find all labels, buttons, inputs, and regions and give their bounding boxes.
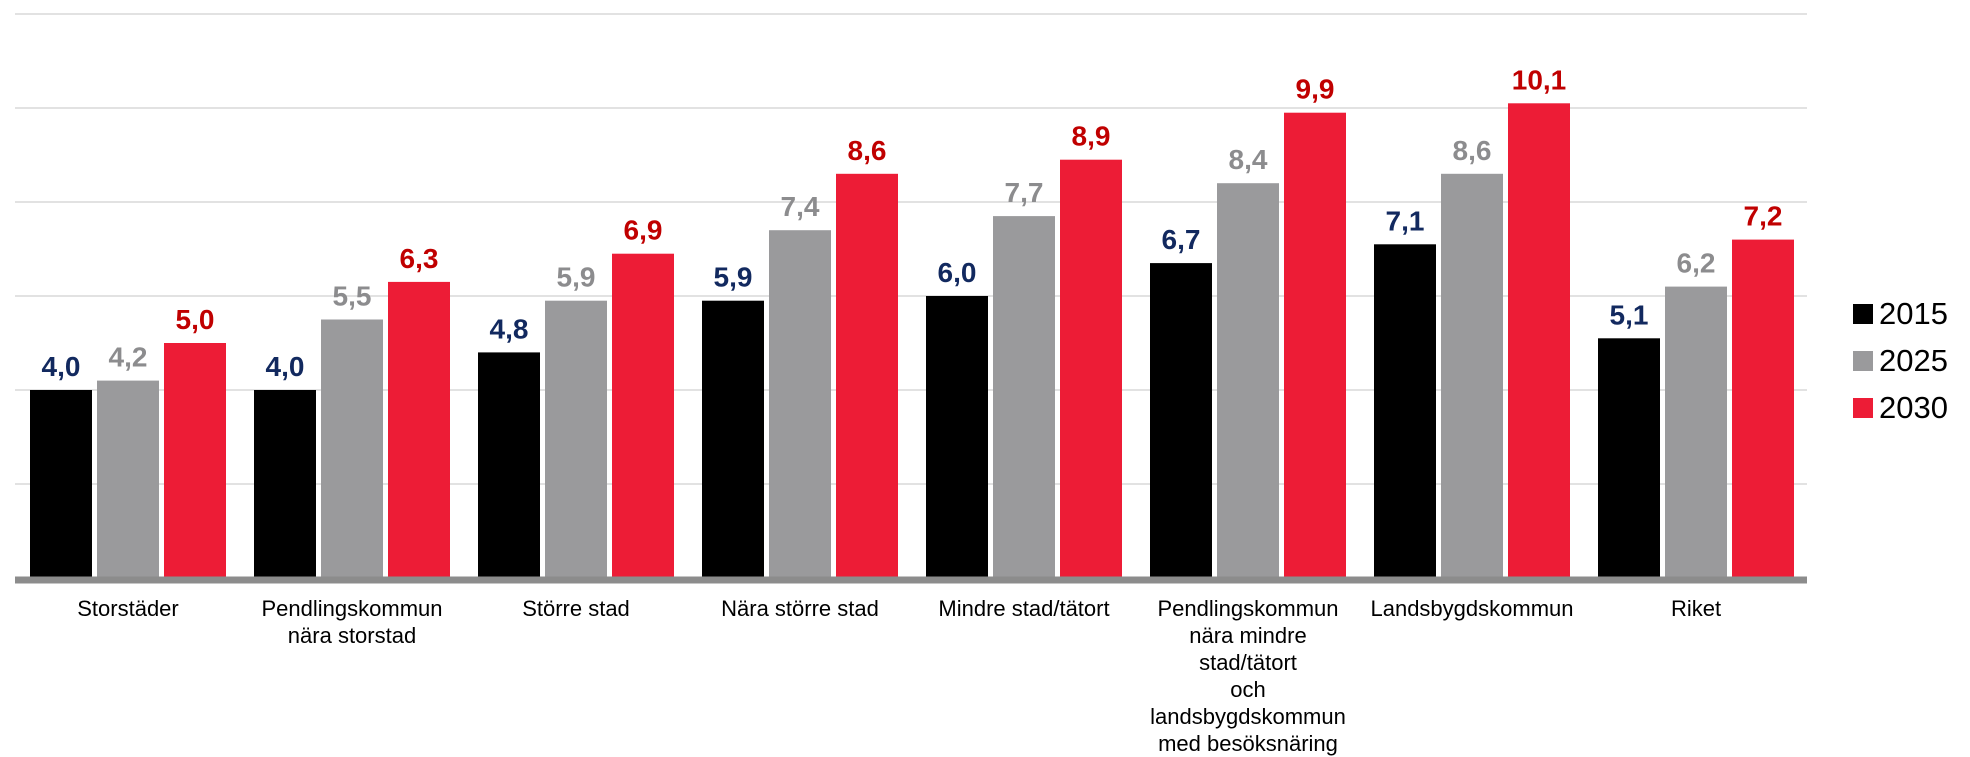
legend: 2015 2025 2030 — [1853, 290, 1948, 431]
bar-2025 — [545, 300, 607, 578]
category-label-line: nära mindre — [1189, 623, 1306, 648]
category-label: Pendlingskommun nära mindre stad/tätort och… — [1150, 596, 1346, 756]
data-label-2030: 8,6 — [848, 135, 887, 166]
category-label-line: Större stad — [522, 596, 630, 621]
bar-2015 — [1150, 263, 1212, 578]
data-label-2030: 6,9 — [624, 215, 663, 246]
category-label-line: Storstäder — [77, 596, 179, 621]
category-label: Riket — [1671, 596, 1721, 621]
category-label: Storstäder — [77, 596, 179, 621]
bar-2025 — [993, 216, 1055, 578]
data-label-2030: 5,0 — [176, 304, 215, 335]
data-label-2015: 6,7 — [1162, 224, 1201, 255]
bar-2025 — [1441, 173, 1503, 579]
bar-2030 — [1508, 103, 1570, 579]
data-label-2025: 7,7 — [1005, 177, 1044, 208]
bar-2025 — [1217, 183, 1279, 578]
category-label: Pendlingskommun nära storstad — [262, 596, 443, 648]
bars — [30, 103, 1794, 579]
category-label: Landsbygdskommun — [1370, 596, 1573, 621]
data-label-2030: 8,9 — [1072, 121, 1111, 152]
data-label-2015: 4,8 — [490, 313, 529, 344]
data-label-2030: 10,1 — [1512, 64, 1567, 95]
bar-2015 — [254, 390, 316, 578]
data-label-2025: 8,4 — [1229, 144, 1268, 175]
category-label-line: med besöksnäring — [1158, 731, 1338, 756]
data-labels: 4,0 4,2 5,0 4,0 5,5 6,3 4,8 5,9 6,9 5,9 7,4 8,6 6,0 7… — [42, 64, 1783, 382]
data-label-2025: 4,2 — [109, 342, 148, 373]
bar-2030 — [612, 253, 674, 578]
bar-2015 — [926, 296, 988, 578]
legend-swatch-2025 — [1853, 350, 1873, 371]
bar-2030 — [836, 173, 898, 579]
legend-label-2025: 2025 — [1879, 342, 1948, 378]
category-label: Större stad — [522, 596, 630, 621]
bar-2015 — [1598, 338, 1660, 578]
data-label-2030: 6,3 — [400, 243, 439, 274]
legend-label-2030: 2030 — [1879, 389, 1948, 425]
bar-2015 — [478, 352, 540, 578]
category-labels: Storstäder Pendlingskommun nära storstadSt… — [77, 596, 1721, 756]
bar-2030 — [388, 281, 450, 578]
bar-2025 — [769, 230, 831, 578]
category-label-line: landsbygdskommun — [1150, 704, 1346, 729]
data-label-2015: 7,1 — [1386, 205, 1425, 236]
bar-2030 — [1060, 159, 1122, 578]
legend-label-2015: 2015 — [1879, 295, 1948, 331]
bar-2015 — [1374, 244, 1436, 579]
data-label-2015: 4,0 — [266, 351, 305, 382]
data-label-2025: 5,9 — [557, 262, 596, 293]
legend-item-2025: 2025 — [1853, 337, 1948, 384]
category-label-line: Riket — [1671, 596, 1721, 621]
category-label-line: stad/tätort — [1199, 650, 1297, 675]
data-label-2025: 7,4 — [781, 191, 820, 222]
category-label: Mindre stad/tätort — [938, 596, 1109, 621]
bar-2025 — [97, 380, 159, 578]
category-label: Nära större stad — [721, 596, 879, 621]
category-label-line: nära storstad — [288, 623, 416, 648]
data-label-2030: 7,2 — [1744, 201, 1783, 232]
data-label-2015: 5,1 — [1610, 299, 1649, 330]
legend-item-2030: 2030 — [1853, 384, 1948, 431]
legend-swatch-2030 — [1853, 397, 1873, 418]
data-label-2015: 4,0 — [42, 351, 81, 382]
category-label-line: Pendlingskommun — [262, 596, 443, 621]
category-label-line: Pendlingskommun — [1158, 596, 1339, 621]
category-label-line: Mindre stad/tätort — [938, 596, 1109, 621]
bar-2025 — [321, 319, 383, 578]
data-label-2025: 5,5 — [333, 281, 372, 312]
bar-2015 — [702, 300, 764, 578]
category-label-line: Landsbygdskommun — [1370, 596, 1573, 621]
bar-2030 — [1284, 112, 1346, 578]
bar-2030 — [1732, 239, 1794, 578]
bar-2015 — [30, 390, 92, 578]
data-label-2025: 8,6 — [1453, 135, 1492, 166]
data-label-2015: 5,9 — [714, 262, 753, 293]
category-label-line: Nära större stad — [721, 596, 879, 621]
legend-item-2015: 2015 — [1853, 290, 1948, 337]
bar-2025 — [1665, 286, 1727, 578]
data-label-2025: 6,2 — [1677, 248, 1716, 279]
bar-2030 — [164, 343, 226, 578]
data-label-2030: 9,9 — [1296, 74, 1335, 105]
legend-swatch-2015 — [1853, 303, 1873, 324]
category-label-line: och — [1230, 677, 1265, 702]
data-label-2015: 6,0 — [938, 257, 977, 288]
